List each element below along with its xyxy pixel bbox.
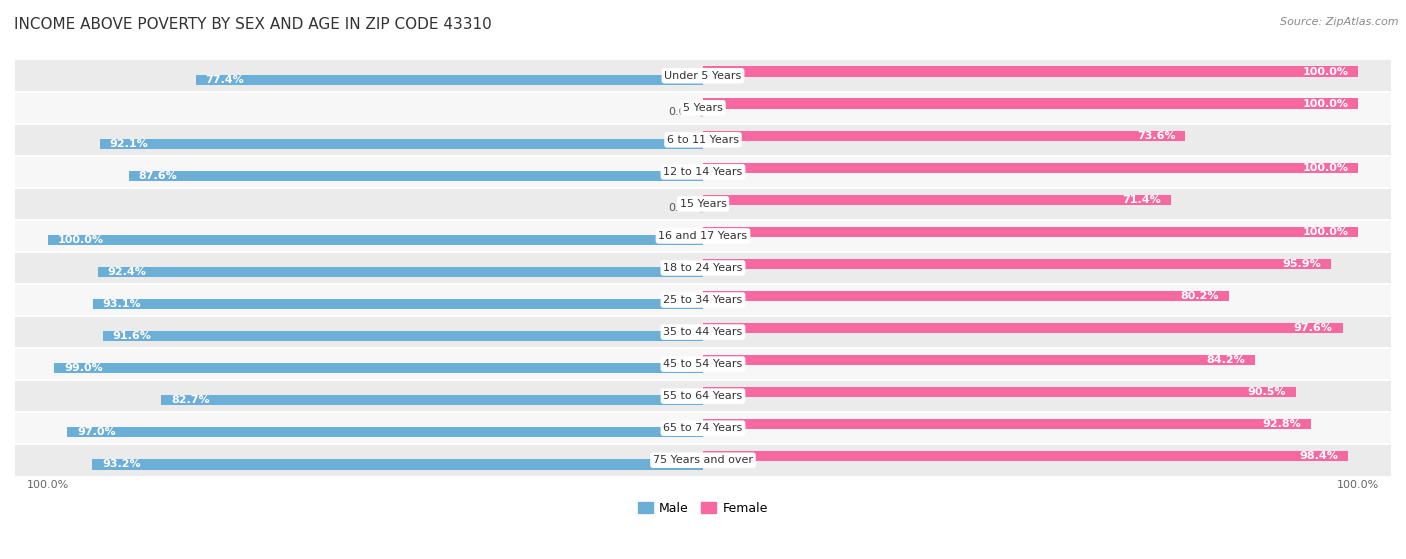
Bar bbox=[67, 427, 703, 438]
Text: 99.0%: 99.0% bbox=[65, 363, 103, 373]
Bar bbox=[162, 395, 703, 405]
Bar bbox=[15, 412, 1391, 444]
Text: 92.1%: 92.1% bbox=[110, 139, 148, 149]
Text: 18 to 24 Years: 18 to 24 Years bbox=[664, 263, 742, 273]
Text: 92.4%: 92.4% bbox=[107, 267, 146, 277]
Text: 95.9%: 95.9% bbox=[1282, 259, 1322, 269]
Text: 25 to 34 Years: 25 to 34 Years bbox=[664, 295, 742, 305]
Bar bbox=[15, 92, 1391, 124]
Bar bbox=[15, 316, 1391, 348]
Bar bbox=[100, 139, 703, 149]
Text: 65 to 74 Years: 65 to 74 Years bbox=[664, 423, 742, 433]
Bar bbox=[703, 98, 1358, 109]
Text: 84.2%: 84.2% bbox=[1206, 355, 1244, 365]
Text: 92.8%: 92.8% bbox=[1263, 419, 1301, 429]
Bar bbox=[703, 323, 1343, 333]
Bar bbox=[703, 291, 1229, 301]
Text: 100.0%: 100.0% bbox=[58, 235, 104, 245]
Text: 98.4%: 98.4% bbox=[1299, 451, 1339, 461]
Text: Under 5 Years: Under 5 Years bbox=[665, 71, 741, 80]
Bar bbox=[703, 259, 1331, 269]
Bar bbox=[700, 107, 703, 117]
Text: 75 Years and over: 75 Years and over bbox=[652, 455, 754, 465]
Bar bbox=[15, 60, 1391, 92]
Text: 90.5%: 90.5% bbox=[1247, 387, 1286, 397]
Bar bbox=[703, 387, 1296, 397]
Text: 100.0%: 100.0% bbox=[1302, 67, 1348, 77]
Bar bbox=[15, 124, 1391, 156]
Text: 77.4%: 77.4% bbox=[205, 75, 245, 85]
Text: 93.1%: 93.1% bbox=[103, 299, 142, 309]
Bar bbox=[15, 252, 1391, 284]
Text: 5 Years: 5 Years bbox=[683, 103, 723, 113]
Bar bbox=[15, 348, 1391, 380]
Text: 93.2%: 93.2% bbox=[103, 459, 141, 470]
Text: 35 to 44 Years: 35 to 44 Years bbox=[664, 327, 742, 337]
Bar bbox=[15, 188, 1391, 220]
Bar bbox=[703, 163, 1358, 173]
Bar bbox=[703, 67, 1358, 77]
Bar bbox=[703, 131, 1185, 141]
Bar bbox=[93, 459, 703, 470]
Text: 97.6%: 97.6% bbox=[1294, 323, 1333, 333]
Text: INCOME ABOVE POVERTY BY SEX AND AGE IN ZIP CODE 43310: INCOME ABOVE POVERTY BY SEX AND AGE IN Z… bbox=[14, 17, 492, 32]
Bar bbox=[703, 195, 1171, 205]
Bar bbox=[55, 363, 703, 373]
Text: Source: ZipAtlas.com: Source: ZipAtlas.com bbox=[1281, 17, 1399, 27]
Text: 45 to 54 Years: 45 to 54 Years bbox=[664, 359, 742, 369]
Bar bbox=[15, 284, 1391, 316]
Bar bbox=[48, 235, 703, 245]
Text: 100.0%: 100.0% bbox=[1302, 98, 1348, 108]
Text: 71.4%: 71.4% bbox=[1122, 195, 1161, 205]
Text: 100.0%: 100.0% bbox=[1302, 227, 1348, 237]
Bar bbox=[15, 380, 1391, 412]
Text: 73.6%: 73.6% bbox=[1137, 131, 1175, 141]
Bar bbox=[97, 267, 703, 277]
Text: 6 to 11 Years: 6 to 11 Years bbox=[666, 135, 740, 145]
Text: 15 Years: 15 Years bbox=[679, 199, 727, 209]
Bar bbox=[703, 419, 1310, 429]
Bar bbox=[195, 75, 703, 85]
Text: 91.6%: 91.6% bbox=[112, 331, 152, 341]
Bar bbox=[703, 226, 1358, 237]
Bar bbox=[700, 203, 703, 213]
Text: 82.7%: 82.7% bbox=[172, 395, 209, 405]
Text: 55 to 64 Years: 55 to 64 Years bbox=[664, 391, 742, 401]
Bar bbox=[703, 451, 1348, 461]
Legend: Male, Female: Male, Female bbox=[633, 497, 773, 520]
Bar bbox=[15, 220, 1391, 252]
Text: 97.0%: 97.0% bbox=[77, 427, 115, 437]
Bar bbox=[703, 355, 1254, 365]
Bar bbox=[129, 171, 703, 181]
Text: 0.0%: 0.0% bbox=[668, 107, 696, 117]
Bar bbox=[15, 156, 1391, 188]
Text: 100.0%: 100.0% bbox=[1302, 163, 1348, 173]
Text: 16 and 17 Years: 16 and 17 Years bbox=[658, 231, 748, 241]
Text: 80.2%: 80.2% bbox=[1180, 291, 1219, 301]
Bar bbox=[103, 331, 703, 342]
Bar bbox=[93, 299, 703, 309]
Bar bbox=[15, 444, 1391, 476]
Text: 87.6%: 87.6% bbox=[139, 171, 177, 181]
Text: 0.0%: 0.0% bbox=[668, 203, 696, 213]
Text: 12 to 14 Years: 12 to 14 Years bbox=[664, 167, 742, 177]
